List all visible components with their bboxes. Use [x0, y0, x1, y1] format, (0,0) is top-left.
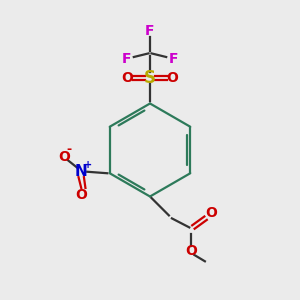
Text: O: O	[205, 206, 217, 220]
Text: O: O	[122, 71, 134, 85]
Text: -: -	[67, 143, 72, 156]
Text: O: O	[75, 188, 87, 202]
Text: F: F	[145, 24, 155, 38]
Text: O: O	[58, 150, 70, 164]
Text: +: +	[84, 160, 92, 170]
Text: O: O	[167, 71, 178, 85]
Text: S: S	[144, 69, 156, 87]
Text: N: N	[75, 164, 88, 179]
Text: F: F	[122, 52, 132, 65]
Text: F: F	[168, 52, 178, 65]
Text: O: O	[185, 244, 197, 258]
